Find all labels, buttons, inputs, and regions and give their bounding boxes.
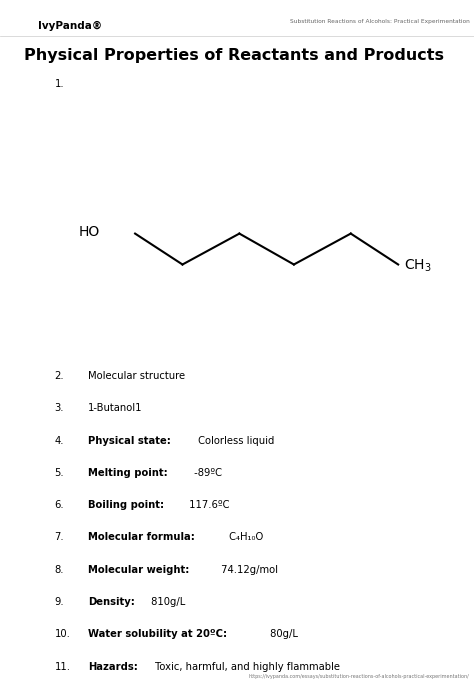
Text: Substitution Reactions of Alcohols: Practical Experimentation: Substitution Reactions of Alcohols: Prac… (290, 19, 469, 24)
Text: Molecular structure: Molecular structure (88, 371, 185, 381)
Text: HO: HO (78, 225, 100, 239)
Text: CH$_3$: CH$_3$ (404, 258, 431, 274)
Text: 4.: 4. (55, 436, 64, 446)
Text: 10.: 10. (55, 629, 70, 640)
Text: Water solubility at 20ºC:: Water solubility at 20ºC: (88, 629, 227, 640)
Text: 7.: 7. (55, 532, 64, 543)
Text: 3.: 3. (55, 403, 64, 414)
Text: Molecular weight:: Molecular weight: (88, 565, 189, 575)
Text: https://ivypanda.com/essays/substitution-reactions-of-alcohols-practical-experim: https://ivypanda.com/essays/substitution… (248, 674, 469, 679)
Text: 80g/L: 80g/L (267, 629, 298, 640)
Text: 810g/L: 810g/L (148, 597, 185, 607)
Text: Toxic, harmful, and highly flammable: Toxic, harmful, and highly flammable (152, 662, 340, 672)
Text: 74.12g/mol: 74.12g/mol (219, 565, 279, 575)
Text: Colorless liquid: Colorless liquid (195, 436, 274, 446)
Text: IvyPanda®: IvyPanda® (38, 21, 102, 31)
Text: 117.6ºC: 117.6ºC (186, 500, 229, 510)
Text: Physical Properties of Reactants and Products: Physical Properties of Reactants and Pro… (24, 48, 444, 63)
Text: -89ºC: -89ºC (191, 468, 221, 478)
Text: 5.: 5. (55, 468, 64, 478)
Text: 9.: 9. (55, 597, 64, 607)
Text: Boiling point:: Boiling point: (88, 500, 164, 510)
Text: Physical state:: Physical state: (88, 436, 171, 446)
Text: 6.: 6. (55, 500, 64, 510)
Text: Melting point:: Melting point: (88, 468, 167, 478)
Text: Molecular formula:: Molecular formula: (88, 532, 194, 543)
Text: 1-Butanol1: 1-Butanol1 (88, 403, 142, 414)
Text: 2.: 2. (55, 371, 64, 381)
Text: Hazards:: Hazards: (88, 662, 137, 672)
Text: C₄H₁₀O: C₄H₁₀O (226, 532, 263, 543)
Text: 8.: 8. (55, 565, 64, 575)
Text: 11.: 11. (55, 662, 71, 672)
Text: Density:: Density: (88, 597, 135, 607)
Text: 1.: 1. (55, 79, 64, 89)
